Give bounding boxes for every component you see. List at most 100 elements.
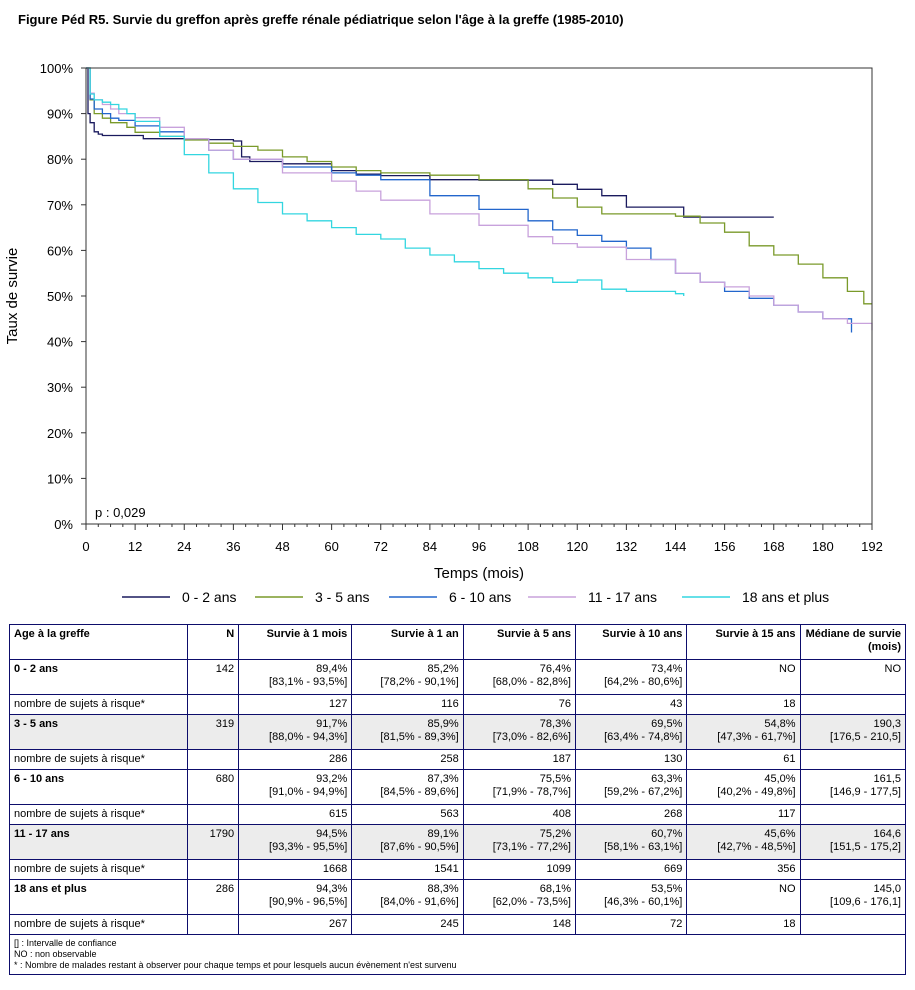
risk-count: 72: [574, 914, 688, 935]
x-tick-label: 48: [275, 539, 289, 554]
table-row: 6 - 10 ans 680 93,2% [91,0% - 94,9%] 87,3% [8…: [8, 769, 907, 805]
risk-count: 76: [462, 694, 576, 715]
x-tick-label: 168: [763, 539, 785, 554]
confidence-interval: [58,1% - 63,1%]: [604, 841, 683, 853]
x-tick-label: 144: [665, 539, 687, 554]
risk-count: 267: [238, 914, 353, 935]
series-line-3: [86, 67, 853, 333]
survival-value: 94,5%: [316, 828, 348, 840]
table-row: 0 - 2 ans 142 89,4% [83,1% - 93,5%] 85,2% [78…: [8, 659, 907, 695]
risk-count: 1541: [351, 859, 464, 880]
risk-count: 286: [238, 749, 353, 770]
survival-cell: NO: [686, 659, 801, 695]
survival-value: 145,0: [873, 883, 901, 895]
survival-cell: 54,8% [47,3% - 61,7%]: [686, 714, 801, 750]
survival-cell: 76,4% [68,0% - 82,8%]: [462, 659, 576, 695]
risk-n-cell: [187, 694, 240, 715]
survival-cell: 91,7% [88,0% - 94,3%]: [238, 714, 353, 750]
survival-cell: 60,7% [58,1% - 63,1%]: [574, 824, 688, 860]
survival-cell: 164,6 [151,5 - 175,2]: [799, 824, 907, 860]
table-header-cell: Survie à 15 ans: [686, 624, 801, 660]
confidence-interval: [146,9 - 177,5]: [830, 786, 901, 798]
confidence-interval: [151,5 - 175,2]: [830, 841, 901, 853]
table-row: 18 ans et plus 286 94,3% [90,9% - 96,5%] 88,…: [8, 879, 907, 915]
confidence-interval: [64,2% - 80,6%]: [604, 676, 683, 688]
risk-count: 356: [686, 859, 801, 880]
confidence-interval: [78,2% - 90,1%]: [380, 676, 459, 688]
survival-value: 75,2%: [539, 828, 571, 840]
risk-count: [799, 804, 907, 825]
survival-cell: 93,2% [91,0% - 94,9%]: [238, 769, 353, 805]
survival-value: 45,0%: [764, 773, 796, 785]
survival-value: NO: [779, 883, 796, 895]
survival-table: Age à la greffe N Survie à 1 mois Survie à …: [8, 624, 907, 975]
y-tick-label: 70%: [47, 198, 73, 213]
table-header-cell: Survie à 1 mois: [238, 624, 353, 660]
table-header-cell: Survie à 5 ans: [462, 624, 576, 660]
x-tick-label: 108: [517, 539, 539, 554]
risk-count: 148: [462, 914, 576, 935]
survival-cell: 89,4% [83,1% - 93,5%]: [238, 659, 353, 695]
series-layer: [86, 67, 873, 333]
footnote-line: [] : Intervalle de confiance: [14, 938, 117, 948]
table-header-cell: Survie à 1 an: [351, 624, 464, 660]
risk-count: 563: [351, 804, 464, 825]
risk-row: nombre de sujets à risque* 267 245 148 72 18: [8, 914, 907, 935]
survival-value: 164,6: [873, 828, 901, 840]
risk-count: 258: [351, 749, 464, 770]
survival-cell: 45,6% [42,7% - 48,5%]: [686, 824, 801, 860]
confidence-interval: [83,1% - 93,5%]: [269, 676, 348, 688]
risk-count: 117: [686, 804, 801, 825]
series-line-4: [86, 67, 873, 331]
survival-value: 87,3%: [427, 773, 459, 785]
age-group-label: 3 - 5 ans: [8, 714, 189, 750]
table-header-cell: N: [187, 624, 240, 660]
survival-cell: 45,0% [40,2% - 49,8%]: [686, 769, 801, 805]
risk-count: 1099: [462, 859, 576, 880]
survival-cell: 85,2% [78,2% - 90,1%]: [351, 659, 464, 695]
x-tick-label: 72: [374, 539, 388, 554]
risk-count: 18: [686, 914, 801, 935]
confidence-interval: [46,3% - 60,1%]: [604, 896, 683, 908]
n-cell: 286: [187, 879, 240, 915]
x-axis-title: Temps (mois): [434, 565, 524, 582]
survival-cell: 145,0 [109,6 - 176,1]: [799, 879, 907, 915]
risk-row: nombre de sujets à risque* 286 258 187 130 61: [8, 749, 907, 770]
risk-count: [799, 859, 907, 880]
confidence-interval: [176,5 - 210,5]: [830, 731, 901, 743]
survival-value: 69,5%: [651, 718, 683, 730]
survival-cell: 73,4% [64,2% - 80,6%]: [574, 659, 688, 695]
survival-cell: 89,1% [87,6% - 90,5%]: [351, 824, 464, 860]
table-row: 3 - 5 ans 319 91,7% [88,0% - 94,3%] 85,9% [81…: [8, 714, 907, 750]
risk-count: 268: [574, 804, 688, 825]
survival-cell: 161,5 [146,9 - 177,5]: [799, 769, 907, 805]
confidence-interval: [73,1% - 77,2%]: [492, 841, 571, 853]
x-tick-label: 24: [177, 539, 191, 554]
age-group-label: 6 - 10 ans: [8, 769, 189, 805]
y-tick-label: 30%: [47, 380, 73, 395]
survival-value: 60,7%: [651, 828, 683, 840]
risk-row: nombre de sujets à risque* 615 563 408 268 11…: [8, 804, 907, 825]
legend-label: 18 ans et plus: [742, 589, 829, 605]
y-tick-label: 50%: [47, 289, 73, 304]
risk-n-cell: [187, 859, 240, 880]
confidence-interval: [91,0% - 94,9%]: [269, 786, 348, 798]
n-cell: 680: [187, 769, 240, 805]
y-tick-label: 80%: [47, 152, 73, 167]
survival-value: 68,1%: [539, 883, 571, 895]
y-tick-label: 0%: [54, 517, 73, 532]
confidence-interval: [73,0% - 82,6%]: [492, 731, 571, 743]
confidence-interval: [62,0% - 73,5%]: [492, 896, 571, 908]
x-tick-label: 96: [472, 539, 486, 554]
survival-value: 89,4%: [316, 663, 348, 675]
survival-cell: 63,3% [59,2% - 67,2%]: [574, 769, 688, 805]
table-header-cell: Age à la greffe: [8, 624, 189, 660]
survival-value: 85,2%: [427, 663, 459, 675]
risk-count: 669: [574, 859, 688, 880]
x-tick-label: 0: [82, 539, 89, 554]
confidence-interval: [81,5% - 89,3%]: [380, 731, 459, 743]
confidence-interval: [47,3% - 61,7%]: [717, 731, 796, 743]
age-group-label: 11 - 17 ans: [8, 824, 189, 860]
survival-value: 73,4%: [651, 663, 683, 675]
confidence-interval: [71,9% - 78,7%]: [492, 786, 571, 798]
